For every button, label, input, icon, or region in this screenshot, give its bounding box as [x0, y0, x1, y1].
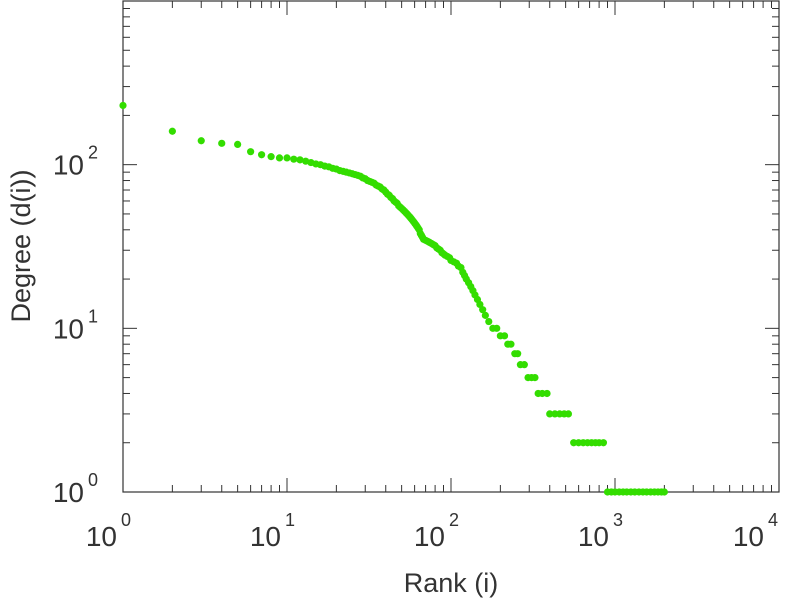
data-point [247, 148, 255, 156]
y-tick-label: 10 1 [53, 306, 98, 344]
data-point [283, 154, 291, 162]
data-point [514, 350, 522, 358]
data-point [493, 324, 501, 332]
data-point [275, 154, 284, 162]
x-tick-exponent: 1 [285, 510, 295, 530]
data-point [257, 151, 266, 159]
data-point [546, 410, 554, 418]
x-tick-exponent: 4 [768, 510, 778, 530]
data-point [520, 361, 528, 369]
y-axis-label: Degree (d(i)) [6, 169, 36, 322]
y-tick-exponent: 0 [88, 470, 98, 490]
data-point [296, 156, 304, 164]
plot-frame [122, 0, 780, 493]
x-tick-base: 10 [414, 521, 445, 552]
x-tick-base: 10 [578, 521, 609, 552]
x-tick-exponent: 0 [121, 510, 131, 530]
y-tick-exponent: 2 [88, 143, 98, 163]
x-tick-base: 10 [733, 521, 764, 552]
data-point [543, 389, 551, 398]
x-tick-exponent: 2 [449, 510, 459, 530]
data-points [119, 101, 668, 496]
y-tick-base: 10 [53, 150, 84, 181]
data-point [267, 153, 275, 161]
data-point [197, 137, 205, 145]
data-point [479, 306, 487, 314]
data-point [218, 139, 226, 147]
data-point [660, 488, 668, 496]
data-point [531, 374, 539, 382]
data-point [507, 340, 515, 348]
x-tick-label: 100 [86, 510, 131, 552]
data-point [119, 101, 127, 110]
x-tick-label: 103 [578, 510, 623, 552]
data-point [168, 127, 176, 135]
x-tick-base: 10 [86, 521, 117, 552]
data-point [481, 311, 489, 319]
data-point [500, 332, 509, 340]
y-tick-label: 10 0 [53, 470, 98, 508]
data-point [485, 317, 493, 326]
x-tick-label: 104 [733, 510, 778, 552]
data-point [290, 155, 298, 163]
x-tick-label: 102 [414, 510, 459, 552]
y-tick-base: 10 [53, 313, 84, 344]
x-tick-label: 101 [250, 510, 295, 552]
y-tick-label: 10 2 [53, 143, 98, 181]
axis-ticks [122, 1, 779, 493]
y-tick-base: 10 [53, 477, 84, 508]
data-point [564, 410, 573, 418]
x-axis-label: Rank (i) [404, 568, 499, 598]
x-tick-base: 10 [250, 521, 281, 552]
data-point [599, 439, 608, 447]
data-point [234, 140, 242, 148]
x-tick-exponent: 3 [613, 510, 623, 530]
y-tick-exponent: 1 [88, 306, 98, 326]
data-point [476, 300, 484, 309]
